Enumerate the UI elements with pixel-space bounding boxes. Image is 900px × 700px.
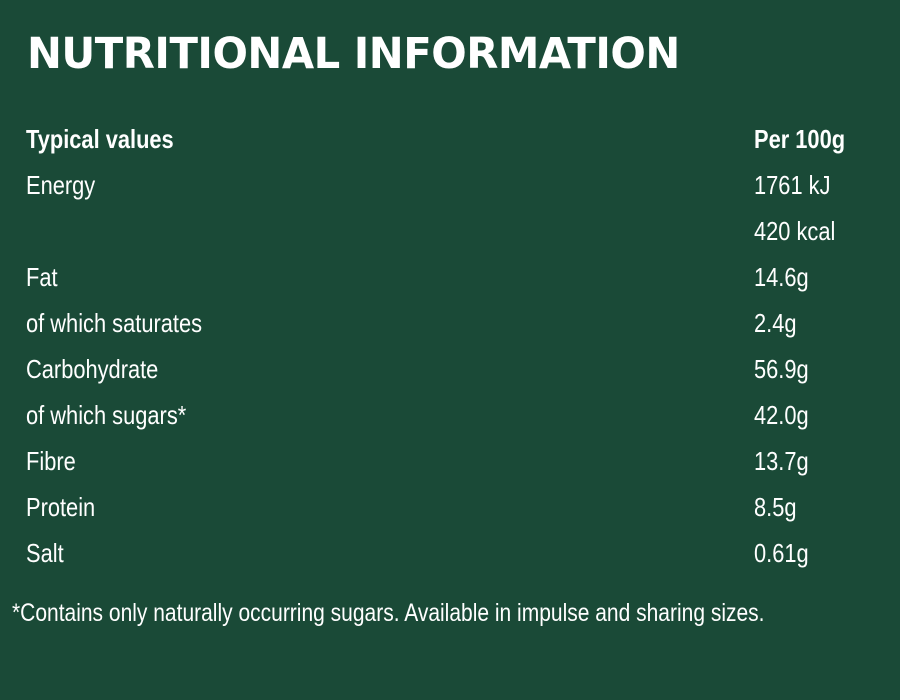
table-row-energy-kcal: 420 kcal [26, 208, 876, 254]
table-row-saturates: of which saturates 2.4g [26, 300, 876, 346]
row-value: 56.9g [754, 354, 809, 384]
footnote: *Contains only naturally occurring sugar… [12, 599, 765, 627]
table-row-carbohydrate: Carbohydrate 56.9g [26, 346, 876, 392]
page-title: NUTRITIONAL INFORMATION [27, 29, 680, 79]
row-value: 13.7g [754, 446, 809, 476]
table-header-row: Typical values Per 100g [26, 116, 876, 162]
nutrition-table: Typical values Per 100g Energy 1761 kJ 4… [26, 116, 876, 576]
table-row-salt: Salt 0.61g [26, 530, 876, 576]
table-row-fat: Fat 14.6g [26, 254, 876, 300]
row-value: 8.5g [754, 492, 797, 522]
row-label: Salt [26, 538, 64, 568]
row-value: 2.4g [754, 308, 797, 338]
table-row-sugars: of which sugars* 42.0g [26, 392, 876, 438]
row-label: Fibre [26, 446, 76, 476]
row-value: 42.0g [754, 400, 809, 430]
row-value: 0.61g [754, 538, 809, 568]
table-row-fibre: Fibre 13.7g [26, 438, 876, 484]
row-value: 1761 kJ [754, 170, 831, 200]
column-header-typical-values: Typical values [26, 124, 174, 154]
row-value: 420 kcal [754, 216, 836, 246]
row-label: of which sugars* [26, 400, 187, 430]
table-row-energy-kj: Energy 1761 kJ [26, 162, 876, 208]
row-label: Energy [26, 170, 96, 200]
row-label: Protein [26, 492, 96, 522]
row-label: Carbohydrate [26, 354, 159, 384]
row-label: of which saturates [26, 308, 203, 338]
column-header-per-100g: Per 100g [754, 124, 846, 154]
row-label: Fat [26, 262, 58, 292]
table-row-protein: Protein 8.5g [26, 484, 876, 530]
row-value: 14.6g [754, 262, 809, 292]
